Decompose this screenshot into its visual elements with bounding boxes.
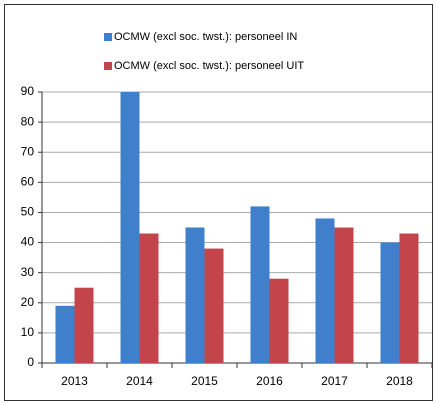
bar [380, 242, 400, 363]
bar [269, 278, 289, 363]
y-tick-label: 40 [21, 235, 35, 249]
y-tick-label: 50 [21, 205, 35, 219]
x-tick-label: 2014 [126, 374, 153, 388]
bar [334, 227, 354, 363]
x-tick-label: 2018 [386, 374, 413, 388]
bar [74, 287, 94, 363]
legend-label: OCMW (excl soc. twst.): personeel UIT [114, 60, 304, 72]
bar [55, 305, 75, 363]
legend-swatch [104, 33, 112, 41]
y-tick-label: 80 [21, 114, 35, 128]
y-tick-label: 30 [21, 265, 35, 279]
y-tick-label: 60 [21, 175, 35, 189]
bar [399, 233, 419, 363]
legend-label: OCMW (excl soc. twst.): personeel IN [114, 31, 297, 43]
y-tick-label: 20 [21, 295, 35, 309]
bar [315, 218, 335, 363]
bar [185, 227, 205, 363]
y-tick-label: 10 [21, 325, 35, 339]
bar [139, 233, 159, 363]
bar [120, 92, 140, 363]
y-tick-label: 0 [27, 355, 34, 369]
x-tick-label: 2013 [61, 374, 88, 388]
x-tick-label: 2017 [321, 374, 348, 388]
chart-border [4, 4, 433, 401]
x-tick-label: 2015 [191, 374, 218, 388]
x-tick-label: 2016 [256, 374, 283, 388]
bar [250, 206, 270, 363]
y-tick-label: 90 [21, 84, 35, 98]
bar [204, 248, 224, 363]
legend-swatch [104, 62, 112, 70]
y-tick-label: 70 [21, 144, 35, 158]
